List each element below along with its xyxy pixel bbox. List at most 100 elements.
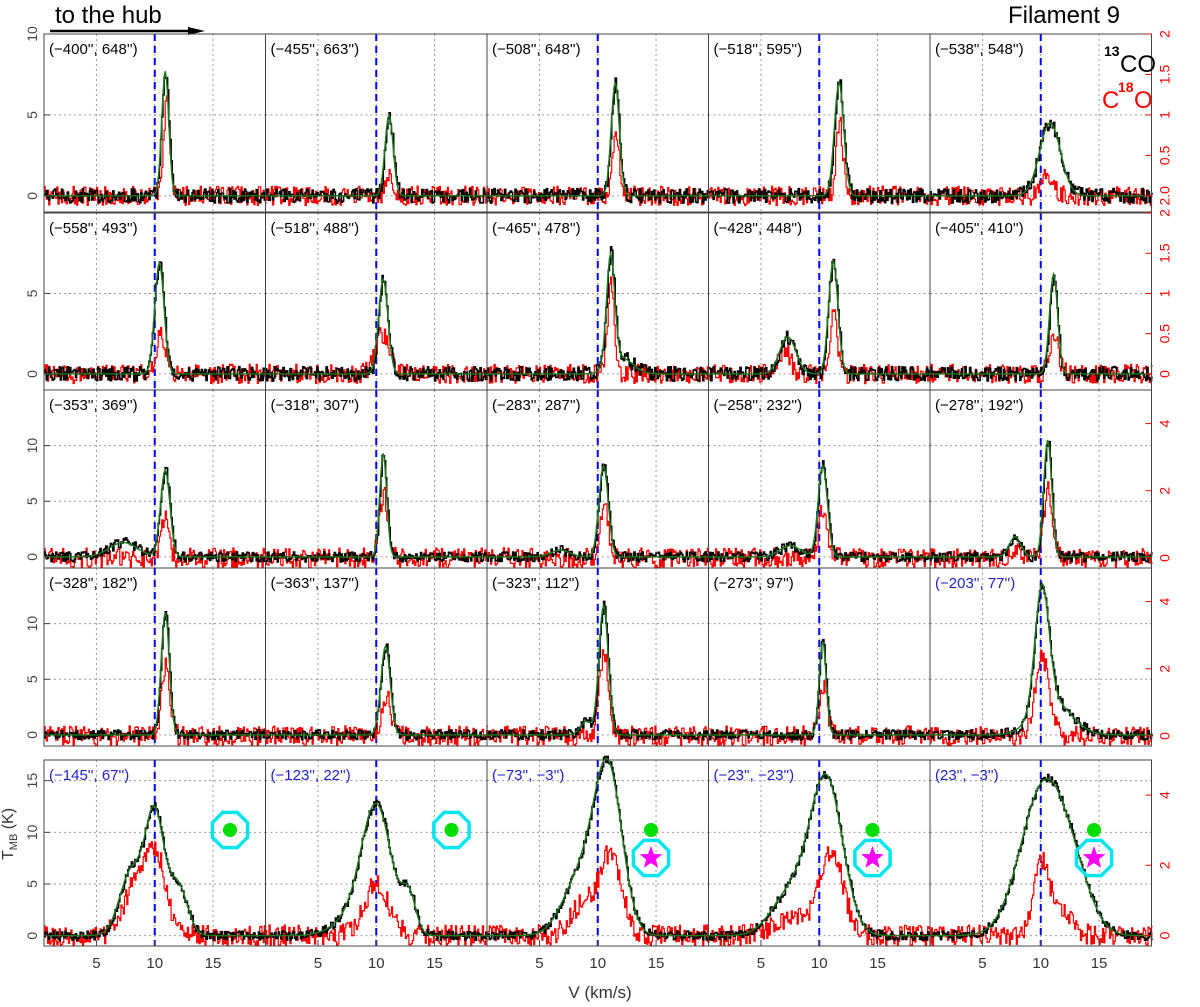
co13-spectrum (708, 79, 932, 204)
co13-fit-curve (487, 82, 709, 197)
co13-fit-curve (930, 778, 1152, 937)
co13-fit-curve (44, 612, 266, 736)
y-left-tick-label: 5 (24, 880, 40, 888)
y-right-tick-label: 0 (1157, 554, 1173, 562)
y-right-tick-label: 2.0 (1157, 186, 1173, 206)
y-right-tick-label: 1 (1157, 111, 1173, 119)
panel-position-label: (−283'', 287'') (492, 397, 581, 414)
panel-position-label: (−318'', 307'') (271, 397, 360, 414)
co13-fit-curve (265, 453, 487, 558)
panel-position-label: (−405'', 410'') (935, 220, 1024, 237)
y-left-tick-label: 10 (24, 438, 40, 454)
co13-fit-curve (265, 112, 487, 197)
y-right-tick-label: 0.5 (1157, 145, 1173, 165)
panel-position-label: (−203'', 77'') (935, 575, 1015, 592)
panel-frame (929, 33, 1152, 213)
x-tick-label: 10 (146, 955, 163, 972)
co13-fit-curve (487, 463, 709, 558)
co13-fit-curve (930, 122, 1152, 197)
x-tick-label: 10 (368, 955, 385, 972)
octagon-icon (432, 810, 471, 850)
panel-position-label: (−518'', 595'') (714, 41, 803, 58)
panel-position-label: (−363'', 137'') (271, 575, 360, 592)
c18o-spectrum (44, 326, 267, 385)
octagon-icon (631, 838, 671, 878)
y-left-tick-label: 0 (24, 553, 40, 561)
x-tick-label: 5 (314, 955, 322, 972)
c18o-spectrum (708, 680, 932, 747)
co13-spectrum (265, 799, 489, 941)
co13-spectrum (487, 77, 710, 204)
x-tick-label: 5 (757, 955, 765, 972)
co13-spectrum (265, 112, 489, 204)
panel-position-label: (−323'', 112'') (492, 575, 579, 592)
co13-fit-curve (708, 641, 930, 736)
co13-fit-curve (487, 251, 709, 375)
panel-position-label: (−538'', 548'') (935, 41, 1024, 58)
y-right-tick-label: 1.5 (1157, 65, 1173, 85)
legend-c18o-suffix: O (1134, 87, 1153, 114)
x-tick-label: 5 (978, 955, 986, 972)
co13-spectrum (44, 802, 267, 942)
x-tick-label: 5 (535, 955, 543, 972)
x-tick-label: 15 (426, 955, 443, 972)
c18o-spectrum (487, 845, 710, 947)
co13-fit-curve (44, 468, 266, 558)
c18o-spectrum (930, 333, 1153, 384)
y-right-tick-label: 1 (1157, 289, 1173, 297)
y-axis-label-sub: MB (8, 833, 21, 851)
y-left-tick-label: 0 (24, 731, 40, 739)
green-dot-icon (444, 823, 459, 837)
co13-spectrum (44, 76, 267, 204)
panel-position-label: (−400'', 648'') (49, 41, 138, 58)
octagon-icon (1074, 838, 1114, 878)
c18o-spectrum (708, 116, 932, 207)
green-dot-icon (1087, 823, 1101, 837)
co13-fit-curve (930, 439, 1152, 558)
y-left-tick-label: 0 (24, 370, 40, 378)
legend-c18o-superscript: 18 (1118, 79, 1134, 95)
y-right-tick-label: 4 (1157, 791, 1173, 799)
co13-fit-curve (708, 259, 930, 375)
c18o-spectrum (44, 841, 267, 947)
legend-c18o-prefix: C (1102, 87, 1119, 114)
y-axis-label-main: T (0, 850, 17, 860)
y-left-tick-label: 10 (24, 26, 40, 42)
panel-position-label: (−328'', 182'') (49, 575, 138, 592)
x-tick-label: 5 (92, 955, 100, 972)
y-right-tick-label: 4 (1157, 597, 1173, 605)
star-icon (639, 846, 663, 868)
co13-fit-curve (265, 277, 487, 375)
co13-fit-curve (930, 583, 1152, 736)
y-right-tick-label: 0 (1157, 732, 1173, 740)
legend-13co-superscript: 13 (1104, 43, 1120, 59)
panel-position-label: (−558'', 493'') (49, 220, 138, 237)
panel-position-label: (−273'', 97'') (714, 575, 794, 592)
x-tick-label: 10 (1032, 955, 1049, 972)
green-dot-icon (865, 823, 880, 837)
x-tick-label: 15 (869, 955, 886, 972)
co13-fit-curve (265, 802, 487, 937)
co13-fit-curve (708, 80, 930, 197)
c18o-spectrum (487, 276, 710, 384)
panel-position-label: (−428'', 448'') (714, 220, 803, 237)
y-left-tick-label: 5 (24, 111, 40, 119)
panel-frame (929, 567, 1152, 747)
co13-fit-curve (44, 804, 266, 937)
x-axis-label: V (km/s) (568, 983, 632, 1002)
panel-position-label: (−518'', 488'') (271, 220, 360, 237)
y-left-tick-label: 5 (24, 289, 40, 297)
panel-position-label: (−455'', 663'') (271, 41, 360, 58)
octagon-icon (853, 838, 892, 878)
c18o-spectrum (265, 875, 489, 947)
co13-fit-curve (487, 603, 709, 736)
y-left-tick-label: 10 (24, 824, 40, 840)
x-tick-label: 10 (811, 955, 828, 972)
x-tick-label: 15 (205, 955, 222, 972)
hub-direction-label: to the hub (55, 2, 162, 29)
panel-position-label: (−465'', 478'') (492, 220, 581, 237)
c18o-spectrum (44, 510, 267, 569)
y-left-tick-label: 5 (24, 497, 40, 505)
